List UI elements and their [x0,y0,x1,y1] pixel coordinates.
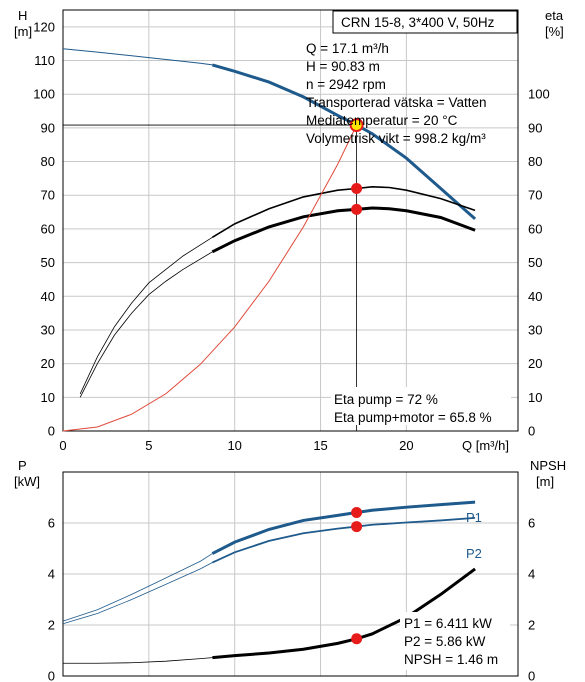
power-tick-label: 6 [48,516,55,531]
eta-tick-label: 100 [528,87,550,102]
head-axis-label: H [18,8,27,23]
head-tick-label: 120 [33,19,55,34]
p2-curve [212,517,476,564]
npsh-tick-label: 2 [528,618,535,633]
head-efficiency-panel: 0 5 10 15 20 0 10 20 30 40 50 60 70 80 90 100 110 120 0 10 2… [14,8,564,453]
eta-pump-motor-duty-point [351,203,363,215]
head-tick-label: 100 [33,87,55,102]
power-tick-label: 0 [48,669,55,682]
head-unit-label: [m] [14,24,32,39]
head-tick-label: 50 [41,255,55,270]
eta-tick-label: 10 [528,390,542,405]
eta-tick-label: 70 [528,188,542,203]
npsh-duty-point [351,633,363,645]
head-tick-label: 10 [41,390,55,405]
x-tick-label: 0 [59,438,66,453]
eta-tick-label: 80 [528,154,542,169]
duty-info-line: Mediatemperatur = 20 °C [306,113,458,128]
p1-curve [211,500,476,555]
power-info: P1 = 6.411 kW P2 = 5.86 kW NPSH = 1.46 m [400,612,510,670]
duty-info-line: Transporterad vätska = Vatten [306,95,486,110]
npsh-tick-label: 0 [528,669,535,682]
head-grid [63,10,518,431]
eta-tick-label: 20 [528,356,542,371]
eta-pump-curve [211,186,476,239]
eta-unit-label: [%] [545,24,564,39]
eta-tick-label: 50 [528,255,542,270]
eta-pump-motor-curve [211,206,476,254]
npsh-curve [212,567,476,660]
npsh-tick-label: 4 [528,567,535,582]
title-box: CRN 15-8, 3*400 V, 50Hz [332,10,518,34]
head-curve-extended [62,48,213,66]
head-duty-points [63,118,364,431]
eta-pump-duty-point [351,183,363,195]
p1-series-label: P1 [466,510,482,525]
eta-info-line: Eta pump+motor = 65.8 % [334,410,492,425]
x-tick-label: 20 [399,438,413,453]
p1-duty-point [351,507,363,519]
eta-info-bg [331,387,511,425]
head-tick-label: 40 [41,289,55,304]
duty-info-line: n = 2942 rpm [306,77,386,92]
head-duty-point [349,118,364,133]
head-tick-label: 70 [41,188,55,203]
power-tick-label: 2 [48,618,55,633]
p2-duty-point [351,521,363,533]
power-info-bg [400,612,510,670]
npsh-curve-extended [63,657,213,664]
power-plot-frame [62,471,519,677]
power-npsh-panel: 0 2 4 6 0 2 4 6 P [kW] NPSH [m] P1 P2 P1 = 6.41… [14,458,566,682]
duty-info-line: H = 90.83 m [306,59,380,74]
head-plot-frame [62,9,519,432]
eta-tick-label: 30 [528,322,542,337]
head-tick-label: 90 [41,120,55,135]
head-curve [211,63,477,220]
x-tick-label: 15 [313,438,327,453]
flow-axis-label: Q [m³/h] [462,438,509,453]
npsh-unit-label: [m] [536,474,554,489]
eta-info-line: Eta pump = 72 % [334,392,438,407]
eta-pump-curve-extended [79,237,213,395]
head-axis-ticks: 0 5 10 15 20 0 10 20 30 40 50 60 70 80 90 100 110 120 0 10 2… [33,19,549,453]
power-unit-label: [kW] [14,474,40,489]
power-curves [62,500,476,664]
npsh-tick-label: 6 [528,516,535,531]
duty-info: Q = 17.1 m³/h H = 90.83 m n = 2942 rpm T… [306,41,486,146]
power-duty-points [351,507,363,645]
eta-info: Eta pump = 72 % Eta pump+motor = 65.8 % [331,387,511,425]
head-tick-label: 80 [41,154,55,169]
x-tick-label: 5 [145,438,152,453]
duty-info-line: Q = 17.1 m³/h [306,41,389,56]
title-box-frame [332,10,518,34]
eta-tick-label: 60 [528,221,542,236]
duty-info-line: Volymetrisk vikt = 998.2 kg/m³ [306,131,486,146]
head-tick-label: 0 [48,424,55,439]
head-tick-label: 60 [41,221,55,236]
head-tick-label: 30 [41,322,55,337]
eta-tick-label: 40 [528,289,542,304]
head-tick-label: 20 [41,356,55,371]
power-tick-label: 4 [48,567,55,582]
eta-tick-label: 90 [528,120,542,135]
eta-axis-label: eta [545,8,564,23]
power-info-line: P1 = 6.411 kW [404,616,492,631]
eta-tick-label: 0 [528,424,535,439]
eta-pump-motor-curve-extended [79,251,213,398]
p1-curve-extended [62,553,213,622]
x-tick-label: 10 [227,438,241,453]
head-tick-label: 110 [34,53,55,68]
npsh-axis-label: NPSH [530,458,566,473]
power-info-line: NPSH = 1.46 m [404,652,498,667]
power-info-line: P2 = 5.86 kW [404,634,486,649]
p2-series-label: P2 [466,546,482,561]
pump-title: CRN 15-8, 3*400 V, 50Hz [341,15,495,30]
power-axis-label: P [18,458,27,473]
power-axis-ticks: 0 2 4 6 0 2 4 6 [48,516,535,682]
system-curve [62,124,358,432]
p2-curve-extended [62,562,213,625]
